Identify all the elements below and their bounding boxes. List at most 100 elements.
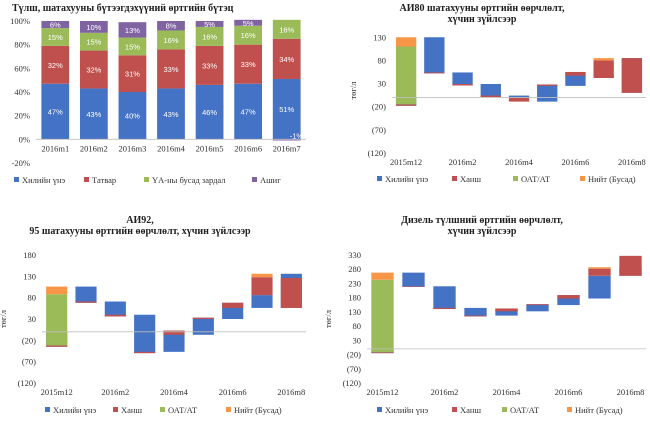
bar-segment — [195, 26, 224, 46]
data-label: 5% — [204, 20, 215, 29]
x-tick-label: 2016m4 — [505, 157, 534, 167]
x-tick-label: 2015m12 — [390, 157, 422, 167]
chart-title-line: хүчин зүйлсээр — [448, 226, 517, 237]
x-tick-label: 2016m2 — [449, 157, 477, 167]
legend-swatch — [377, 176, 382, 181]
chart-title: Дизель түлшний өртгийн өөрчлөлт, хүчин зү… — [401, 215, 563, 237]
bar-segment — [234, 25, 263, 45]
legend-swatch — [252, 177, 257, 182]
legend-swatch — [226, 407, 231, 412]
bar-segment — [118, 22, 147, 38]
data-label: 33% — [202, 61, 217, 70]
waterfall-bar — [104, 314, 126, 317]
waterfall-bar — [402, 272, 425, 287]
waterfall-bar — [433, 286, 456, 310]
y-tick-label: -20% — [12, 158, 30, 168]
stacked-bar-chart: Түлш, шатахууны бүтээгдэхүүний өртгийн б… — [10, 3, 306, 185]
bar-segment — [41, 83, 70, 140]
x-tick-label: 2016m4 — [160, 387, 189, 397]
data-label: -1% — [290, 131, 304, 140]
y-tick-label: 230 — [348, 278, 361, 288]
y-tick-label: (20) — [347, 350, 361, 360]
x-tick-label: 2016m4 — [157, 143, 186, 153]
waterfall-bar — [557, 295, 580, 299]
waterfall-bar — [593, 60, 614, 78]
legend-swatch — [160, 407, 165, 412]
legend-label: Ханш — [460, 174, 481, 184]
y-tick-label: 20% — [14, 111, 30, 121]
x-tick-label: 2016m2 — [431, 387, 459, 397]
data-label: 33% — [241, 60, 256, 69]
data-label: 15% — [48, 33, 63, 42]
bar-segment — [41, 28, 70, 46]
bar-segment — [272, 19, 301, 39]
x-tick-label: 2015m12 — [366, 387, 398, 397]
waterfall-bar — [134, 351, 156, 354]
waterfall-bar — [251, 295, 273, 308]
waterfall-bar — [104, 301, 126, 317]
chart-title: АИ80 шатахууны өртгийн өөрчлөлт, хүчин зү… — [400, 3, 565, 25]
x-tick-label: 2016m3 — [118, 143, 146, 153]
waterfall-bar — [395, 37, 417, 47]
waterfall-bar — [464, 307, 487, 317]
y-tick-label: 130 — [348, 307, 361, 317]
waterfall-bar — [621, 58, 643, 93]
data-label: 47% — [241, 108, 256, 117]
data-label: 16% — [163, 36, 178, 45]
legend-swatch — [14, 177, 19, 182]
waterfall-bar — [464, 315, 487, 317]
data-label: 31% — [125, 70, 140, 79]
waterfall-bar — [424, 37, 445, 74]
x-tick-label: 2015m12 — [41, 387, 73, 397]
legend-label: Ашиг — [260, 175, 281, 185]
legend-label: Татвар — [92, 175, 116, 185]
bar-segment — [157, 30, 185, 50]
legend-label: ОАТ/АТ — [510, 405, 540, 415]
data-label: 33% — [163, 65, 178, 74]
y-axis-label: төг/л — [348, 81, 358, 100]
legend-swatch — [452, 407, 457, 412]
waterfall-bar — [46, 345, 68, 347]
y-tick-label: 330 — [348, 250, 361, 260]
waterfall-bar — [565, 71, 586, 76]
legend-label: ОАТ/АТ — [521, 174, 551, 184]
bar-segment — [79, 50, 108, 89]
legend-swatch — [144, 177, 149, 182]
waterfall-bar — [371, 272, 394, 280]
legend-swatch — [113, 407, 118, 412]
x-tick-label: 2016m7 — [273, 143, 301, 153]
y-tick-label: (70) — [372, 125, 386, 135]
waterfall-bar — [402, 286, 425, 287]
data-label: 32% — [48, 61, 63, 70]
x-tick-label: 2016m6 — [555, 387, 583, 397]
bar-segment — [79, 21, 108, 33]
waterfall-bar — [588, 275, 611, 299]
legend-swatch — [580, 176, 585, 181]
bar-segment — [79, 32, 108, 51]
chart-title-line: АИ80 шатахууны өртгийн өөрчлөлт, — [400, 3, 565, 14]
legend-label: Ханш — [460, 405, 481, 415]
bar-segment — [272, 78, 301, 140]
waterfall-bar — [593, 58, 614, 61]
bar-segment — [118, 92, 147, 140]
y-tick-label: 60% — [14, 63, 30, 73]
x-tick-label: 2016m2 — [101, 387, 129, 397]
bar-segment — [195, 84, 224, 140]
waterfall-bar — [619, 255, 642, 276]
chart-title: АИ92, 95 шатахууны өртгийн өөрчлөлт, хүчи… — [29, 215, 251, 237]
waterfall-bar — [192, 317, 214, 319]
legend-label: Хилийн үнэ — [22, 175, 65, 185]
data-label: 6% — [50, 21, 61, 30]
data-label: 47% — [48, 108, 63, 117]
legend-swatch — [84, 177, 89, 182]
legend-swatch — [567, 407, 572, 412]
data-label: 13% — [125, 26, 140, 35]
chart-title-line: хүчин зүйлсээр — [448, 14, 517, 25]
y-axis-label: төг/л — [323, 309, 333, 328]
x-tick-label: 2016m6 — [219, 387, 247, 397]
waterfall-bar — [452, 72, 473, 86]
waterfall-bar — [480, 95, 501, 97]
x-tick-label: 2016m4 — [493, 387, 522, 397]
waterfall-bar — [508, 95, 530, 98]
legend-label: Нийт (Бусад) — [588, 174, 636, 184]
